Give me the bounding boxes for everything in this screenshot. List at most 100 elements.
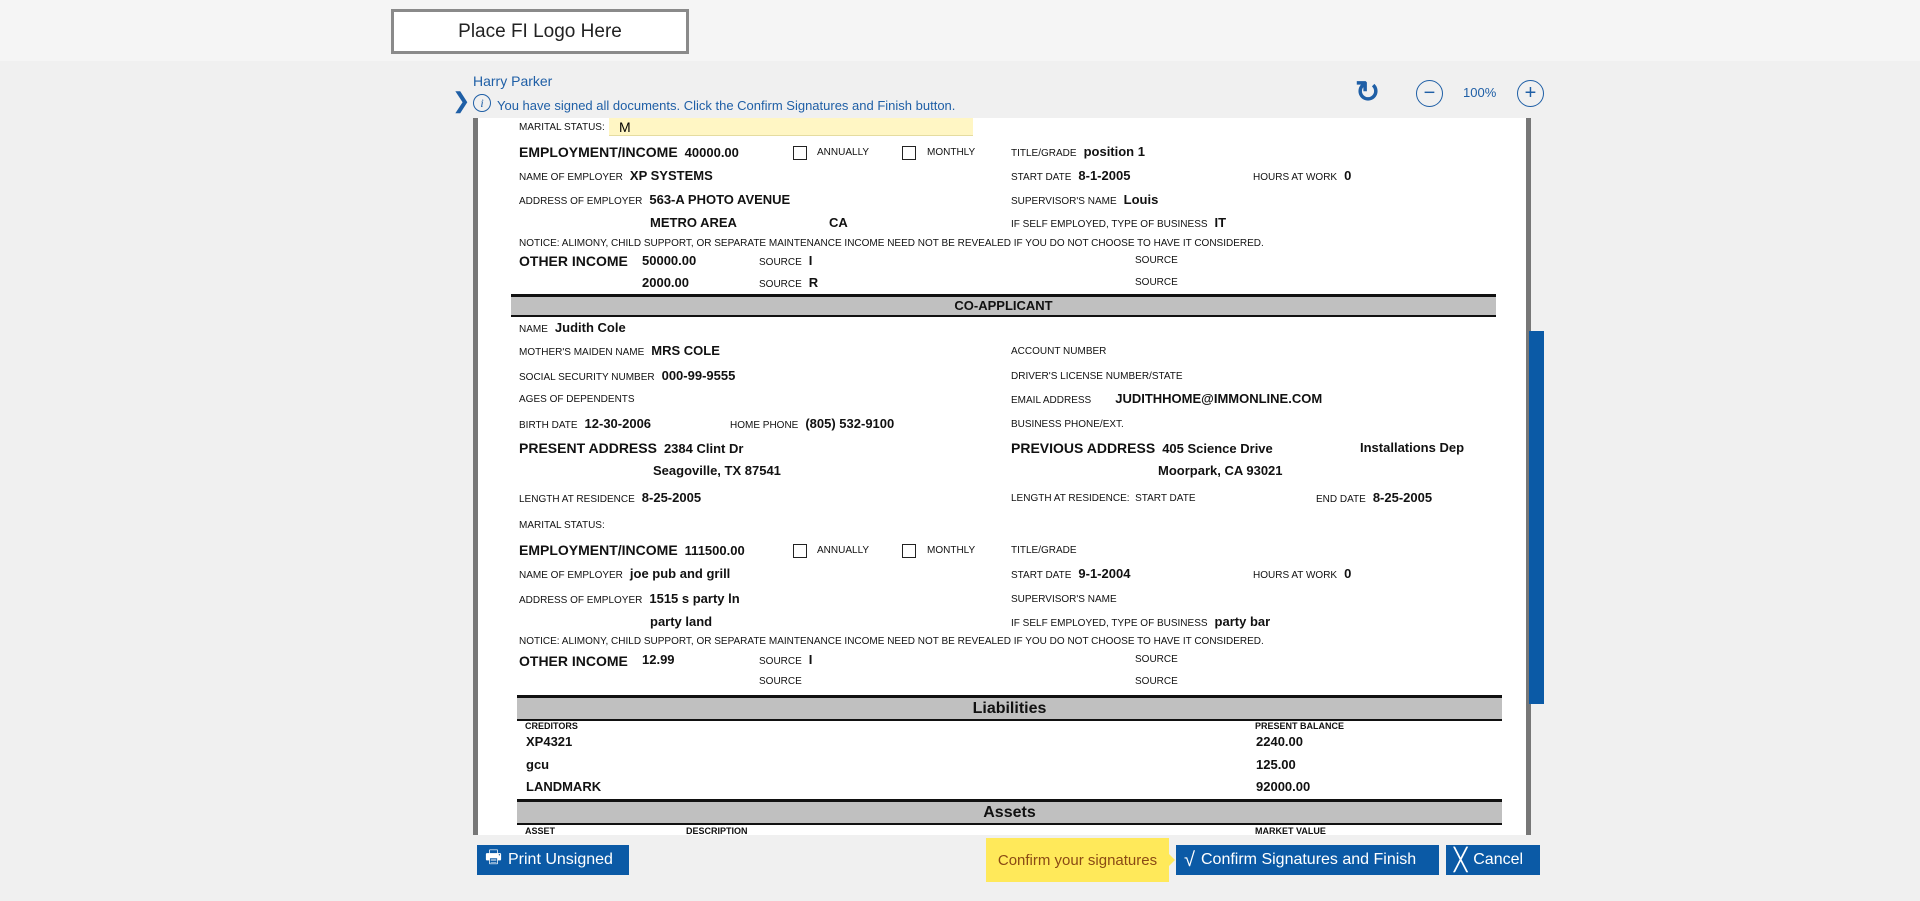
- present-address-row: PRESENT ADDRESS 2384 Clint Dr: [519, 440, 743, 457]
- creditor: XP4321: [526, 734, 573, 749]
- label: ANNUALLY: [817, 147, 870, 158]
- label: NAME OF EMPLOYER: [519, 570, 623, 581]
- label: TITLE/GRADE: [1011, 148, 1077, 159]
- cancel-label: Cancel: [1473, 851, 1524, 868]
- close-icon: ╳: [1454, 847, 1468, 872]
- income-value: 111500.00: [684, 543, 745, 558]
- assets-heading: Assets: [517, 799, 1502, 825]
- label: AGES OF DEPENDENTS: [519, 394, 635, 405]
- signer-name: Harry Parker: [473, 73, 553, 89]
- label: START DATE: [1011, 570, 1072, 581]
- creditor: LANDMARK: [526, 779, 602, 794]
- cancel-button[interactable]: ╳ Cancel: [1446, 845, 1540, 875]
- label: SOURCE: [1135, 654, 1178, 665]
- hours-value: 0: [1344, 566, 1352, 581]
- label: ACCOUNT NUMBER: [1011, 346, 1107, 357]
- source-value: I: [808, 253, 813, 268]
- balance: 125.00: [1256, 757, 1296, 772]
- present-city-value: Seagoville, TX 87541: [653, 463, 781, 478]
- label: IF SELF EMPLOYED, TYPE OF BUSINESS: [1011, 219, 1208, 230]
- label: EMAIL ADDRESS: [1011, 395, 1092, 406]
- employment-income-row: EMPLOYMENT/INCOME 111500.00: [519, 542, 745, 559]
- scrollbar-thumb[interactable]: [1529, 331, 1544, 704]
- asset-header: ASSET: [525, 826, 556, 835]
- start-date-row: START DATE 8-1-2005: [1011, 168, 1130, 186]
- balance-header: PRESENT BALANCE: [1255, 721, 1345, 731]
- title-value: position 1: [1083, 144, 1145, 159]
- label: IF SELF EMPLOYED, TYPE OF BUSINESS: [1011, 618, 1208, 629]
- label: PRESENT ADDRESS: [519, 440, 657, 456]
- chevron-right-icon[interactable]: ❯: [452, 88, 471, 113]
- info-message: You have signed all documents. Click the…: [497, 98, 956, 113]
- address-value: 1515 s party ln: [649, 591, 740, 606]
- present-address-value: 2384 Clint Dr: [663, 441, 744, 456]
- confirm-label: Confirm Signatures and Finish: [1200, 851, 1417, 868]
- checkmark-icon: √: [1184, 848, 1195, 871]
- end-date-row: END DATE 8-25-2005: [1316, 490, 1432, 508]
- label: BUSINESS PHONE/EXT.: [1011, 419, 1124, 430]
- label: HOURS AT WORK: [1253, 570, 1338, 581]
- label: LENGTH AT RESIDENCE: START DATE: [1011, 493, 1196, 504]
- label: ADDRESS OF EMPLOYER: [519, 196, 643, 207]
- label: EMPLOYMENT/INCOME: [519, 542, 678, 558]
- zoom-in-icon[interactable]: +: [1517, 80, 1544, 107]
- other-income-value: 12.99: [642, 652, 675, 667]
- label: OTHER INCOME: [519, 653, 628, 669]
- label: SOURCE: [1135, 277, 1178, 288]
- birth-row: BIRTH DATE 12-30-2006: [519, 416, 651, 434]
- business-value: IT: [1214, 215, 1227, 230]
- label: END DATE: [1316, 494, 1366, 505]
- co-applicant-heading: CO-APPLICANT: [511, 294, 1496, 317]
- previous-address-extra: Installations Dep: [1360, 440, 1465, 455]
- label: SOURCE: [759, 676, 802, 687]
- monthly-checkbox[interactable]: [902, 544, 916, 558]
- source-row: SOURCE I: [759, 652, 812, 670]
- start-date-row: START DATE 9-1-2004: [1011, 566, 1130, 584]
- label: SOURCE: [759, 257, 802, 268]
- label: SOURCE: [1135, 676, 1178, 687]
- address-value: 563-A PHOTO AVENUE: [649, 192, 791, 207]
- email-value: JUDITHHOME@IMMONLINE.COM: [1115, 391, 1323, 406]
- label: MONTHLY: [927, 545, 976, 556]
- confirm-finish-button[interactable]: √ Confirm Signatures and Finish: [1176, 845, 1439, 875]
- city-value: METRO AREA: [650, 215, 737, 230]
- label: DRIVER'S LICENSE NUMBER/STATE: [1011, 371, 1183, 382]
- monthly-checkbox[interactable]: [902, 146, 916, 160]
- annually-checkbox[interactable]: [793, 146, 807, 160]
- birth-value: 12-30-2006: [584, 416, 652, 431]
- creditor: gcu: [526, 757, 550, 772]
- label: ADDRESS OF EMPLOYER: [519, 595, 643, 606]
- employer-row: NAME OF EMPLOYER XP SYSTEMS: [519, 168, 713, 186]
- hours-row: HOURS AT WORK 0: [1253, 566, 1351, 584]
- name-row: NAME Judith Cole: [519, 320, 626, 338]
- hours-row: HOURS AT WORK 0: [1253, 168, 1351, 186]
- end-date-value: 8-25-2005: [1372, 490, 1433, 505]
- tooltip-arrow: [1169, 854, 1175, 866]
- mmn-value: MRS COLE: [651, 343, 720, 358]
- balance: 2240.00: [1256, 734, 1303, 749]
- label: SOURCE: [759, 279, 802, 290]
- label: SOURCE: [759, 656, 802, 667]
- annually-checkbox[interactable]: [793, 544, 807, 558]
- hours-value: 0: [1344, 168, 1352, 183]
- previous-city-value: Moorpark, CA 93021: [1158, 463, 1283, 478]
- supervisor-value: Louis: [1123, 192, 1159, 207]
- other-income-value: 50000.00: [642, 253, 697, 268]
- label: NAME: [519, 324, 548, 335]
- zoom-out-icon[interactable]: −: [1416, 80, 1443, 107]
- label: MARITAL STATUS:: [519, 122, 605, 133]
- employer-address-row: ADDRESS OF EMPLOYER 563-A PHOTO AVENUE: [519, 192, 790, 210]
- other-income-value: 2000.00: [642, 275, 689, 290]
- print-unsigned-button[interactable]: 🖶 Print Unsigned: [477, 845, 629, 875]
- source-value: R: [808, 275, 819, 290]
- info-icon: i: [473, 94, 491, 112]
- liabilities-heading: Liabilities: [517, 695, 1502, 721]
- business-row: IF SELF EMPLOYED, TYPE OF BUSINESS party…: [1011, 614, 1270, 632]
- label: OTHER INCOME: [519, 253, 628, 269]
- marital-status-field[interactable]: M: [609, 118, 973, 136]
- phone-value: (805) 532-9100: [805, 416, 895, 431]
- business-row: IF SELF EMPLOYED, TYPE OF BUSINESS IT: [1011, 215, 1226, 233]
- label: MARITAL STATUS:: [519, 520, 605, 531]
- rotate-icon[interactable]: ↻: [1355, 76, 1381, 109]
- business-value: party bar: [1214, 614, 1271, 629]
